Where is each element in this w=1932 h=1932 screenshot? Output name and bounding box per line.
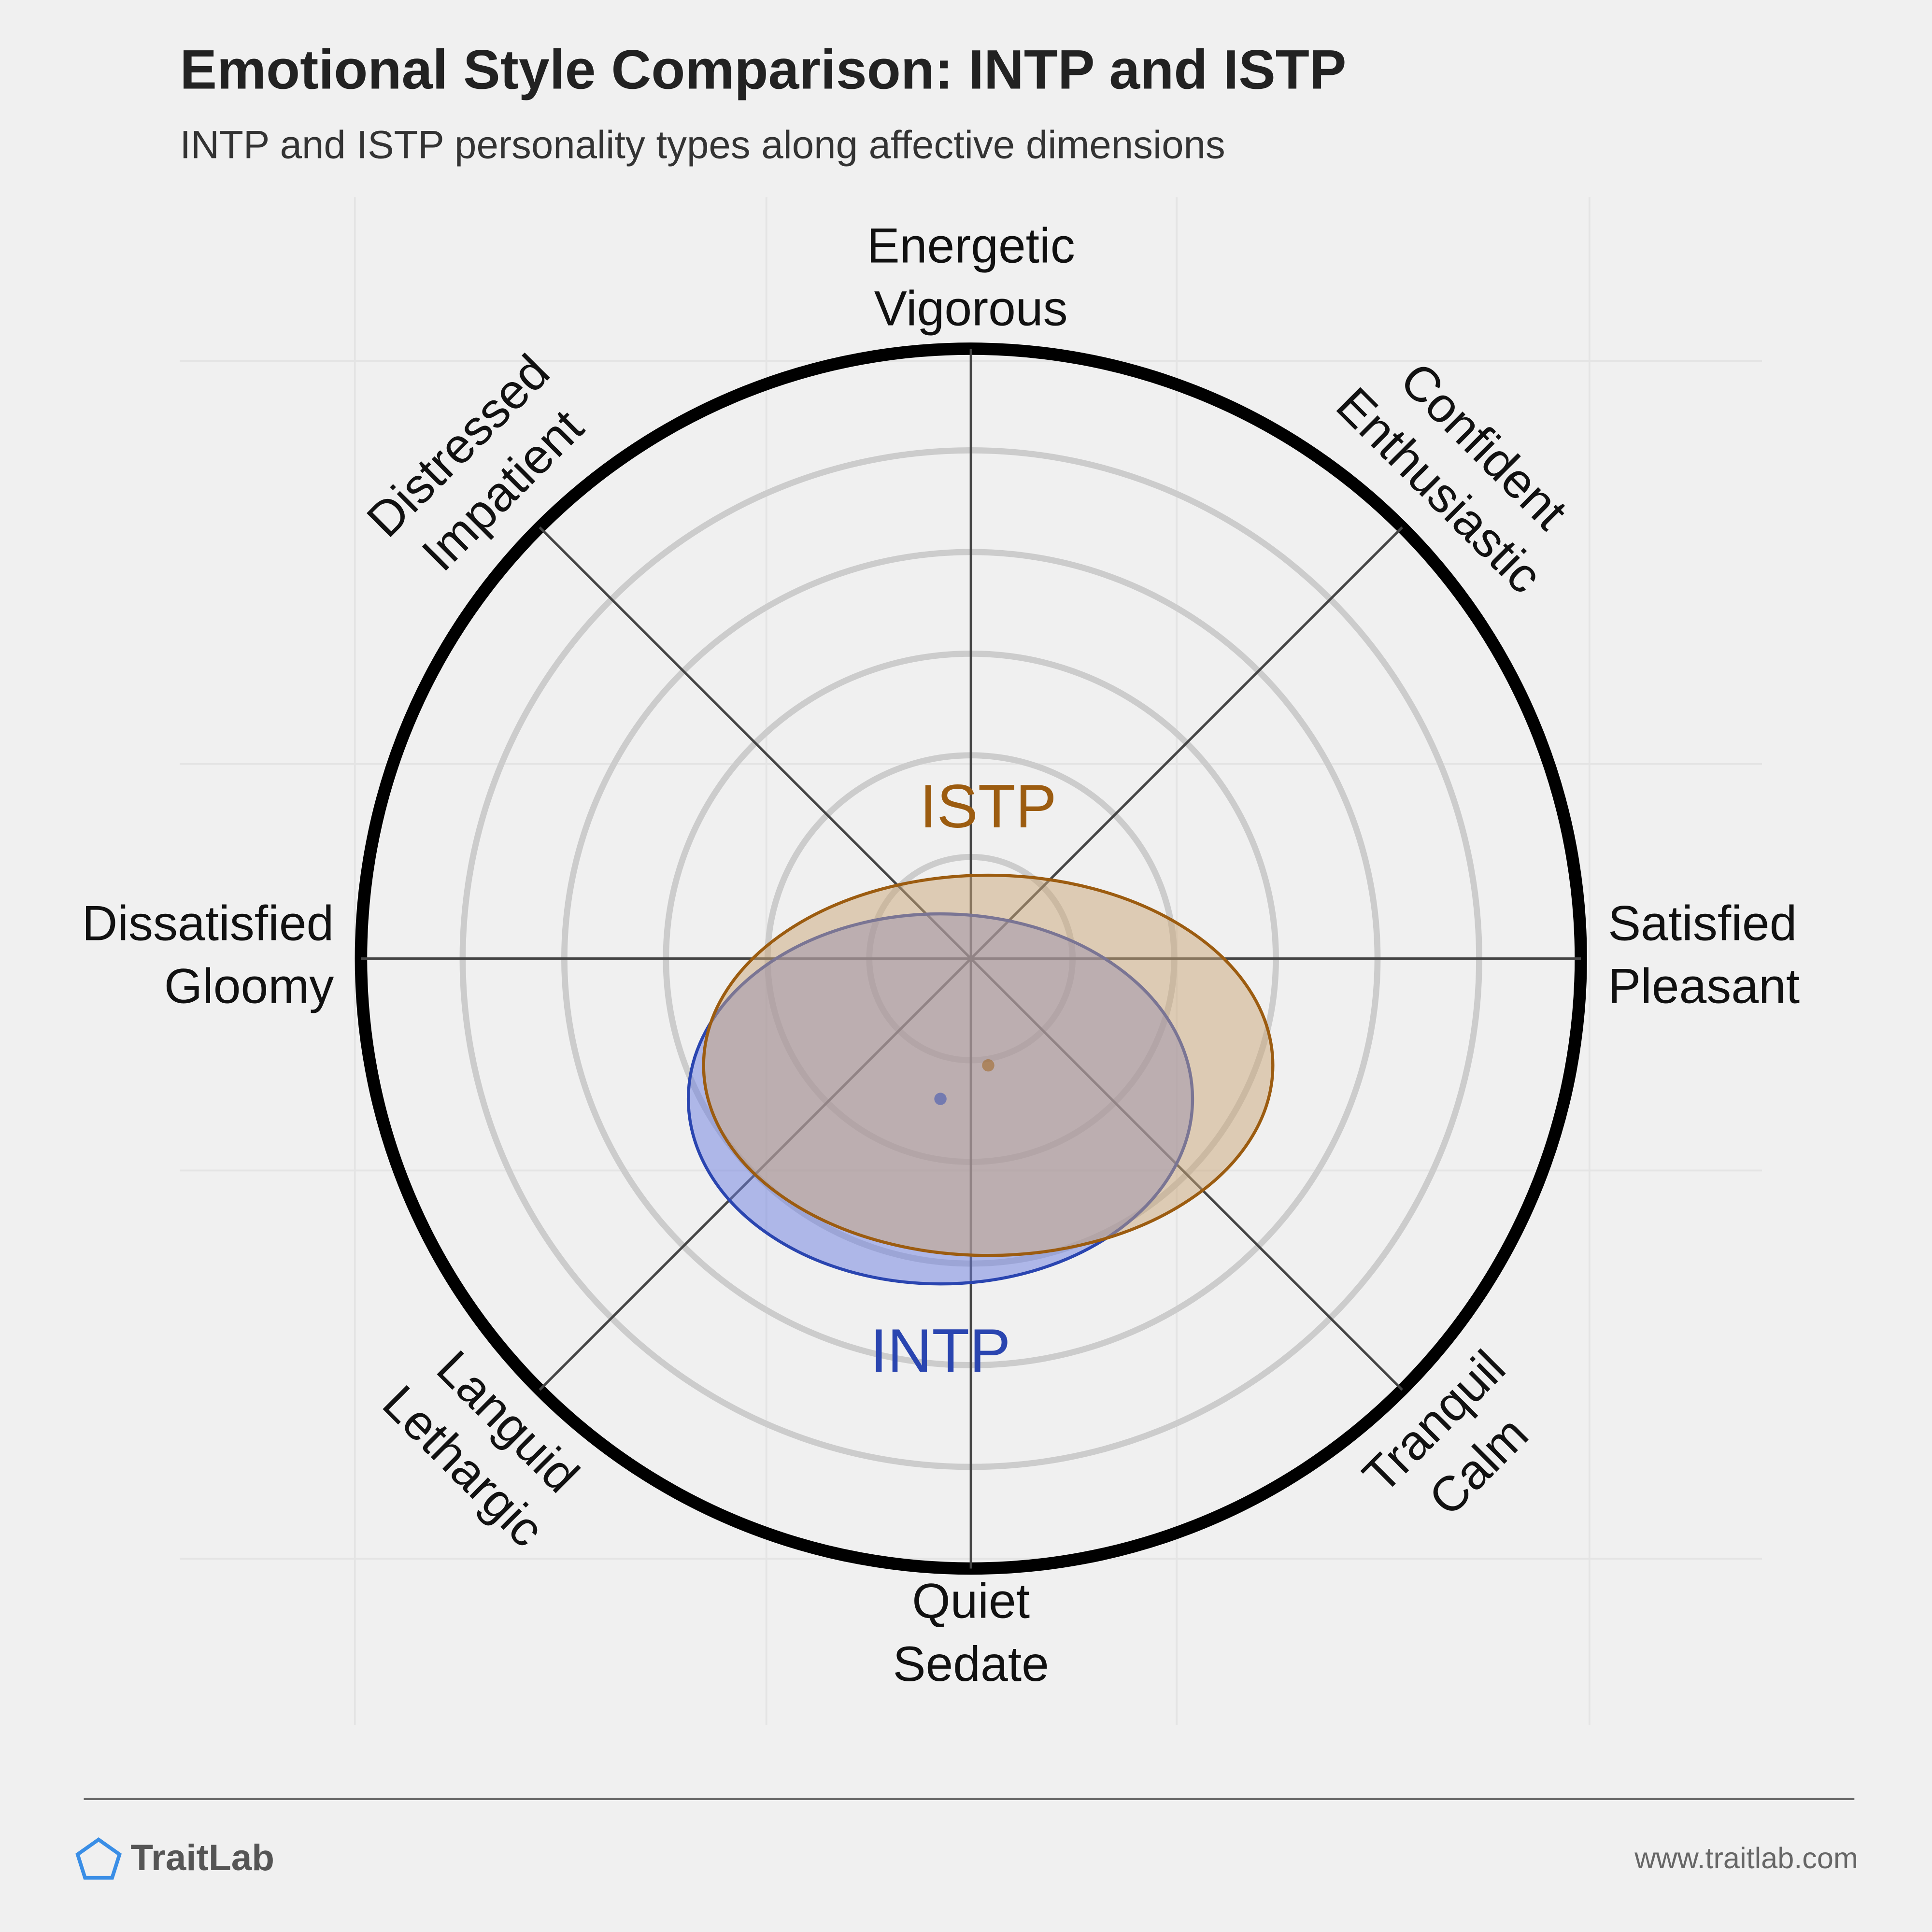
footer-url: www.traitlab.com — [1634, 1842, 1858, 1875]
axis-label-line: Sedate — [893, 1636, 1049, 1691]
series-center — [982, 1059, 994, 1072]
chart-subtitle: INTP and ISTP personality types along af… — [180, 123, 1225, 167]
chart-title: Emotional Style Comparison: INTP and IST… — [180, 39, 1346, 100]
axis-label: Energetic Vigorous — [867, 218, 1075, 336]
axis-label-line: Satisfied — [1608, 896, 1797, 951]
axis-label-line: Pleasant — [1608, 959, 1800, 1014]
axis-label: Satisfied Pleasant — [1608, 896, 1800, 1014]
axis-label-line: Quiet — [912, 1574, 1030, 1629]
axis-label-line: Gloomy — [164, 959, 334, 1014]
brand-logo — [75, 1837, 122, 1880]
plot: Energetic VigorousConfidentEnthusiasticSa… — [82, 218, 1800, 1691]
brand-name: TraitLab — [130, 1837, 274, 1878]
axis-label: Dissatisfied Gloomy — [82, 896, 334, 1014]
axis-label: Quiet Sedate — [893, 1574, 1049, 1691]
axis-label-line: Dissatisfied — [82, 896, 334, 951]
series-label: ISTP — [920, 772, 1057, 841]
series-label: INTP — [870, 1317, 1011, 1385]
series-center — [934, 1093, 947, 1105]
axis-label-line: Energetic — [867, 218, 1075, 273]
axis-label-line: Vigorous — [874, 281, 1068, 336]
